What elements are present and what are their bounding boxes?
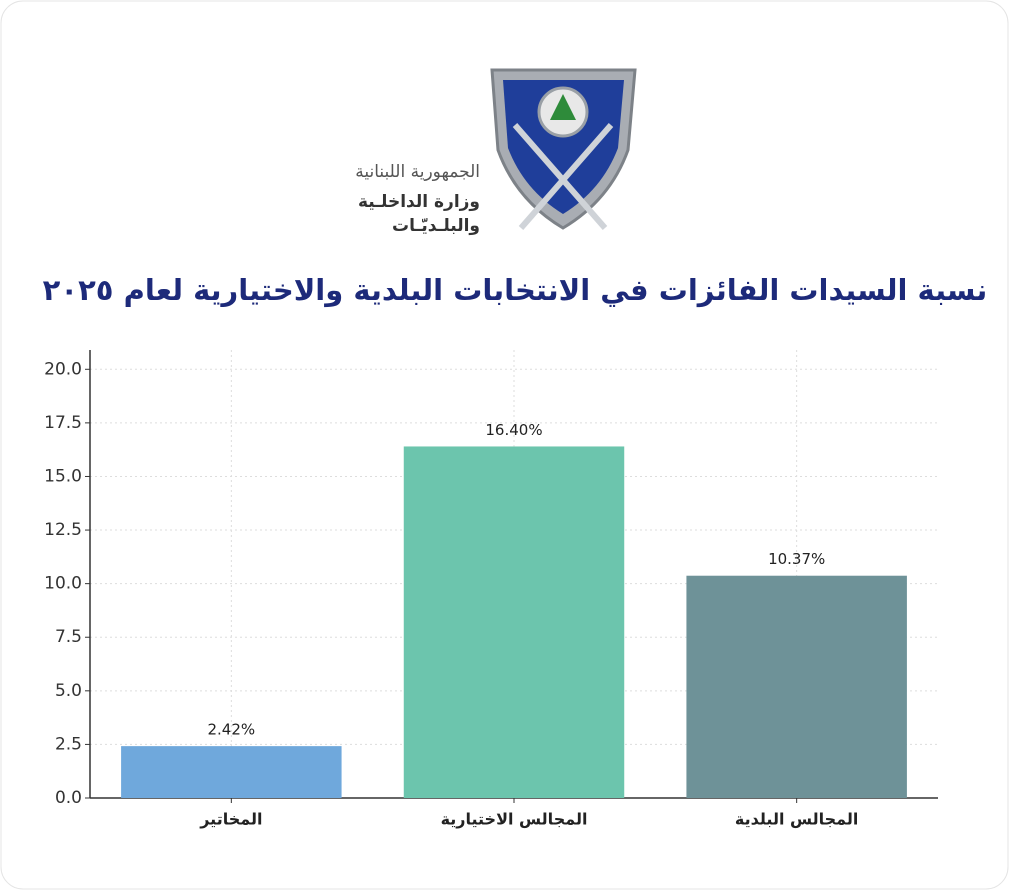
- value-label: 16.40%: [485, 421, 542, 439]
- value-label: 10.37%: [768, 550, 825, 568]
- y-tick-label: 17.5: [44, 413, 82, 433]
- value-label: 2.42%: [208, 721, 256, 739]
- y-tick-label: 15.0: [44, 466, 82, 486]
- chart-title: نسبة السيدات الفائزات في الانتخابات البل…: [43, 273, 988, 307]
- bar: [686, 575, 907, 798]
- y-tick-label: 2.5: [55, 734, 82, 754]
- y-tick-label: 20.0: [44, 359, 82, 379]
- y-tick-label: 5.0: [55, 681, 82, 701]
- header-line: والبلـديّـات: [392, 216, 480, 236]
- header-line: وزارة الداخلـية: [358, 192, 480, 212]
- y-tick-label: 12.5: [44, 520, 82, 540]
- y-tick-label: 7.5: [55, 627, 82, 647]
- bar: [403, 446, 625, 798]
- y-tick-label: 0.0: [55, 788, 82, 808]
- x-tick-label: المخاتير: [199, 810, 262, 829]
- logo: [490, 68, 637, 230]
- x-tick-label: المجالس البلدية: [735, 810, 858, 829]
- x-tick-label: المجالس الاختيارية: [441, 810, 588, 829]
- header-line: الجمهورية اللبنانية: [355, 162, 480, 182]
- y-tick-label: 10.0: [44, 574, 82, 594]
- bar: [121, 746, 342, 798]
